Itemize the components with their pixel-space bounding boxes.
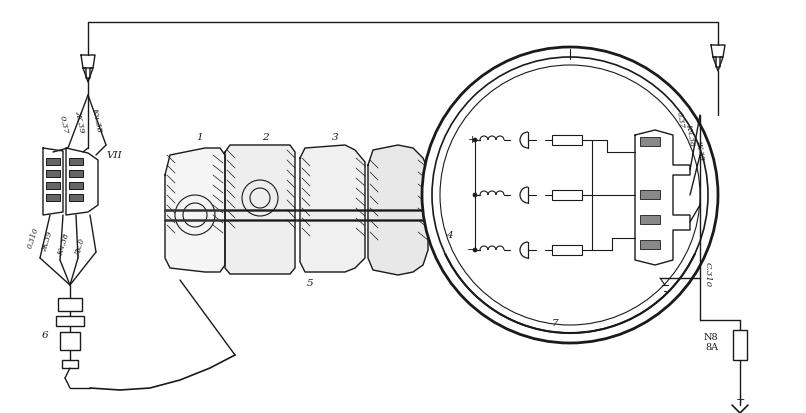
Polygon shape	[66, 148, 98, 215]
Bar	[640, 137, 660, 146]
Bar	[552, 245, 582, 255]
Bar	[733, 330, 747, 360]
Text: С.310: С.310	[704, 262, 712, 287]
Polygon shape	[83, 68, 93, 82]
Text: 0.37: 0.37	[58, 115, 70, 135]
Text: Ж.39: Ж.39	[694, 139, 706, 161]
Text: VII: VII	[106, 150, 122, 159]
Circle shape	[422, 47, 718, 343]
Bar	[46, 182, 60, 189]
Bar	[58, 298, 82, 311]
Polygon shape	[81, 55, 95, 78]
Text: Кч.38: Кч.38	[90, 107, 103, 133]
Polygon shape	[43, 148, 63, 215]
Circle shape	[473, 138, 477, 142]
Text: Кч.38: Кч.38	[684, 123, 696, 147]
Polygon shape	[225, 145, 295, 274]
Text: 7: 7	[551, 318, 559, 328]
Bar	[69, 170, 83, 177]
Polygon shape	[711, 45, 725, 67]
Polygon shape	[428, 190, 448, 228]
Text: 4: 4	[446, 230, 453, 240]
Text: Дк.0: Дк.0	[73, 237, 86, 257]
Text: +: +	[735, 395, 745, 405]
Circle shape	[473, 248, 477, 252]
Bar	[640, 215, 660, 224]
Polygon shape	[635, 130, 690, 265]
Circle shape	[432, 57, 708, 333]
Polygon shape	[368, 145, 428, 275]
Bar	[46, 194, 60, 201]
Text: −: −	[467, 245, 476, 255]
Bar	[46, 170, 60, 177]
Text: 5: 5	[307, 278, 314, 287]
Text: Ж.39: Ж.39	[73, 110, 86, 134]
Text: Кч.38: Кч.38	[56, 233, 71, 257]
Text: Ж.39: Ж.39	[41, 231, 55, 253]
Text: N8: N8	[704, 334, 718, 342]
Bar	[69, 182, 83, 189]
Polygon shape	[713, 57, 723, 71]
Polygon shape	[300, 145, 365, 272]
Polygon shape	[165, 148, 225, 272]
Bar	[56, 316, 84, 326]
Text: 2: 2	[262, 133, 268, 142]
Bar	[640, 240, 660, 249]
Bar	[46, 158, 60, 165]
Bar	[552, 135, 582, 145]
Circle shape	[473, 193, 477, 197]
Text: 0.310: 0.310	[26, 226, 40, 249]
Text: 1: 1	[197, 133, 203, 142]
Bar	[69, 158, 83, 165]
Bar	[62, 360, 78, 368]
Bar	[552, 190, 582, 200]
Text: 6: 6	[41, 330, 48, 339]
Text: 3: 3	[332, 133, 339, 142]
Text: 0.37: 0.37	[675, 111, 685, 129]
Bar	[69, 194, 83, 201]
Bar	[60, 332, 80, 350]
Text: +: +	[467, 135, 476, 145]
Bar	[640, 190, 660, 199]
Text: 8A: 8A	[705, 344, 718, 353]
